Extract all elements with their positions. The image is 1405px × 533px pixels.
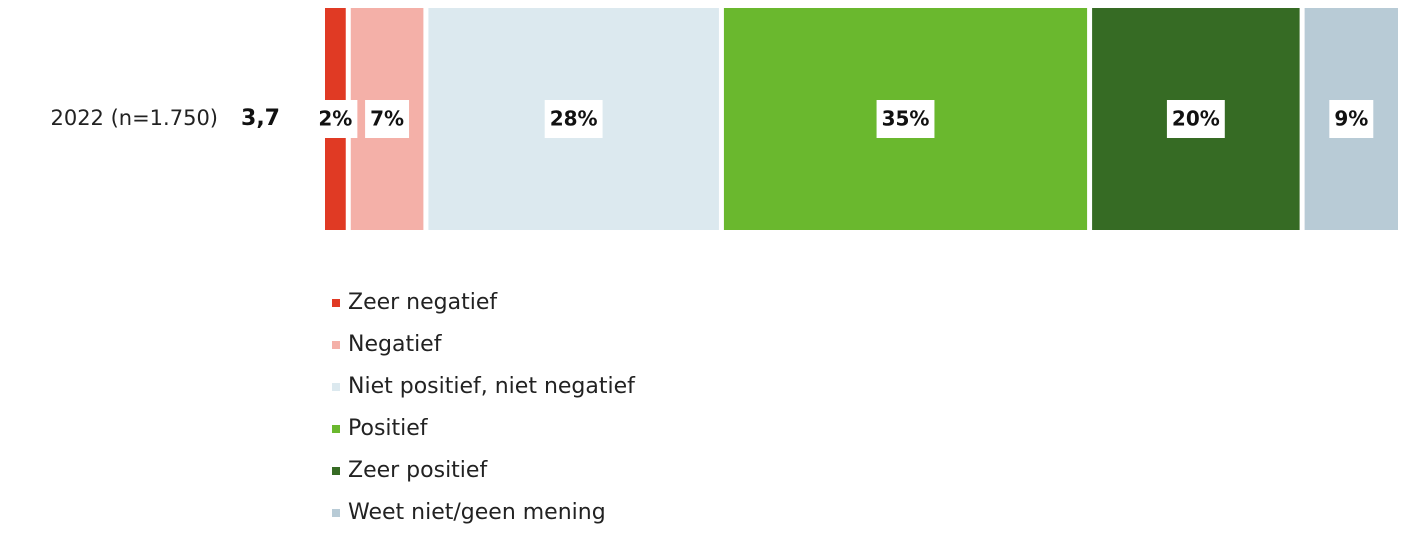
label-box (313, 100, 358, 138)
value-label: 2% (318, 107, 352, 131)
legend-swatch (332, 467, 340, 475)
value-label: 9% (1334, 107, 1368, 131)
label-box (544, 100, 603, 138)
value-label: 28% (550, 107, 598, 131)
score-label: 3,7 (241, 106, 280, 131)
legend-swatch (332, 299, 340, 307)
legend-label: Zeer positief (348, 458, 488, 483)
legend-label: Positief (348, 416, 429, 441)
legend-swatch (332, 383, 340, 391)
label-box (365, 100, 410, 138)
value-label: 20% (1172, 107, 1220, 131)
category-label: 2022 (n=1.750) (50, 106, 218, 130)
label-box (1166, 100, 1225, 138)
legend-swatch (332, 509, 340, 517)
value-label: 7% (370, 107, 404, 131)
value-label: 35% (882, 107, 930, 131)
legend-label: Zeer negatief (348, 290, 498, 315)
legend-label: Weet niet/geen mening (348, 500, 606, 525)
label-box (1329, 100, 1374, 138)
label-box (876, 100, 935, 138)
legend-label: Niet positief, niet negatief (348, 374, 636, 399)
legend-swatch (332, 425, 340, 433)
legend-label: Negatief (348, 332, 443, 357)
legend-swatch (332, 341, 340, 349)
